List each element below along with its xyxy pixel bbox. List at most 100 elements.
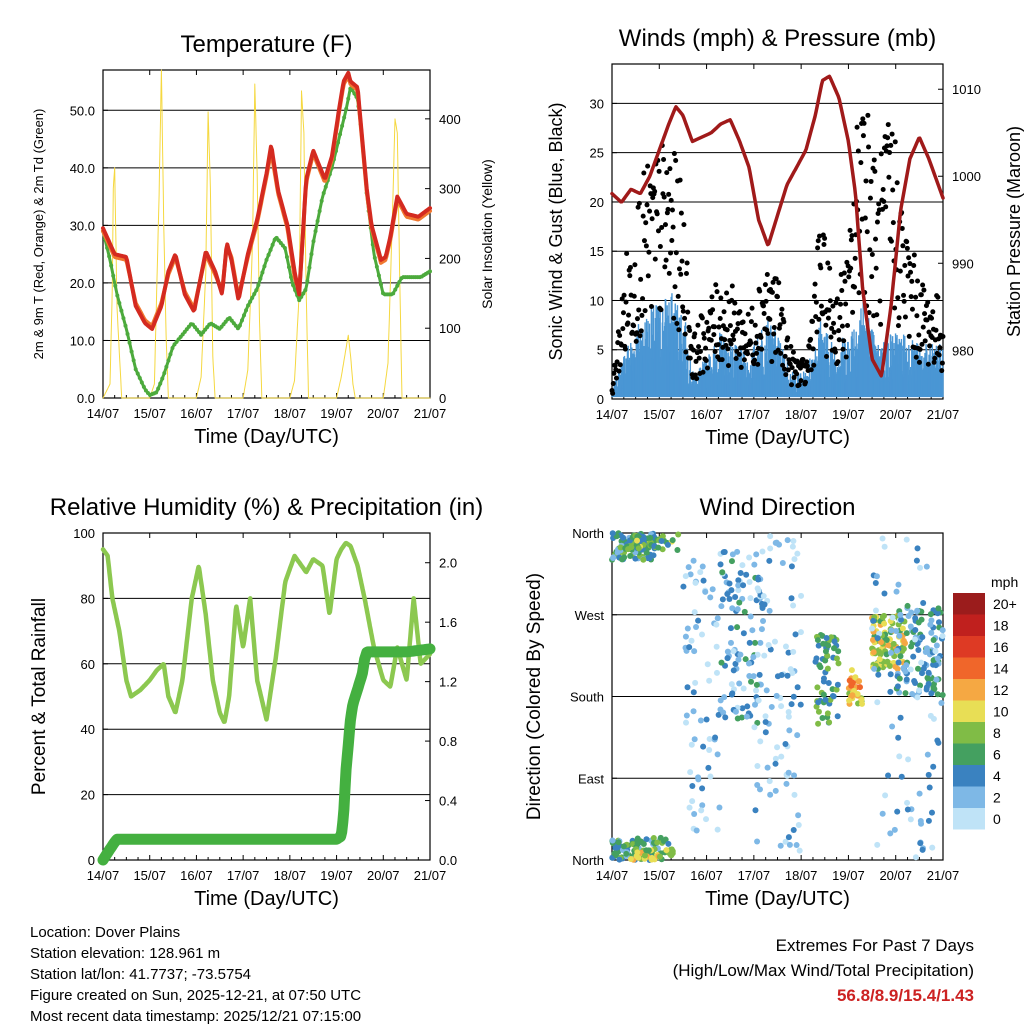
gust-point [617, 362, 623, 368]
direction-point [928, 629, 935, 636]
direction-point [923, 684, 930, 691]
dewpoint-point [289, 275, 294, 280]
direction-point [739, 705, 746, 712]
y2-tick-label: 0.0 [439, 853, 457, 868]
gust-point [750, 352, 756, 358]
direction-point [746, 579, 753, 586]
gust-point [731, 337, 737, 343]
gust-point [631, 323, 637, 329]
gust-point [625, 320, 631, 326]
figure-created: Figure created on Sun, 2025-12-21, at 07… [30, 987, 362, 1004]
direction-point [873, 573, 880, 580]
direction-point [899, 625, 906, 632]
gust-point [748, 319, 754, 325]
gust-point [842, 278, 848, 284]
dewpoint-point [139, 380, 144, 385]
extremes-title: Extremes For Past 7 Days [775, 936, 974, 955]
direction-point [740, 582, 747, 589]
y-tick-label: 20 [81, 788, 95, 803]
direction-point [814, 684, 821, 691]
dewpoint-point [395, 283, 400, 288]
direction-point [898, 616, 905, 623]
gust-point [666, 191, 672, 197]
dewpoint-point [158, 381, 163, 386]
direction-point [935, 605, 942, 612]
dewpoint-point [239, 318, 244, 323]
direction-point [703, 816, 710, 823]
direction-point [824, 710, 831, 717]
direction-point [767, 791, 774, 798]
gust-point [682, 331, 688, 337]
direction-point [690, 557, 697, 564]
direction-point [887, 830, 894, 837]
gust-point [920, 324, 926, 330]
direction-point [715, 711, 722, 718]
dewpoint-point [286, 265, 291, 270]
y2-axis-label: Station Pressure (Maroon) [1004, 126, 1024, 337]
gust-point [904, 245, 910, 251]
direction-point [785, 649, 792, 656]
gust-point [685, 309, 691, 315]
direction-point [831, 638, 838, 645]
direction-point [707, 594, 714, 601]
direction-point [887, 688, 894, 695]
direction-point [682, 573, 689, 580]
gust-point [939, 360, 945, 366]
gust-point [810, 346, 816, 352]
gust-point [615, 329, 621, 335]
gust-point [897, 268, 903, 274]
gust-point [892, 139, 898, 145]
gust-point [675, 293, 681, 299]
gust-point [827, 298, 833, 304]
dewpoint-point [378, 282, 383, 287]
gust-point [765, 330, 771, 336]
dewpoint-point [340, 123, 345, 128]
dewpoint-point [129, 349, 134, 354]
gust-point [717, 315, 723, 321]
gust-point [803, 379, 809, 385]
direction-point [767, 646, 774, 653]
gust-point [883, 204, 889, 210]
direction-point [777, 842, 784, 849]
legend-title: mph [991, 574, 1018, 590]
dewpoint-point [170, 346, 175, 351]
direction-point [824, 665, 831, 672]
direction-point [692, 679, 699, 686]
direction-point [786, 727, 793, 734]
dewpoint-point [109, 263, 114, 268]
y-tick-label: 60 [81, 657, 95, 672]
gust-point [936, 352, 942, 358]
gust-point [668, 250, 674, 256]
gust-point [678, 271, 684, 277]
gust-point [804, 359, 810, 365]
plot-frame [102, 532, 431, 861]
direction-point [820, 640, 827, 647]
dewpoint-point [248, 299, 253, 304]
direction-point [785, 713, 792, 720]
gust-point [833, 300, 839, 306]
direction-point [924, 751, 931, 758]
gust-point [646, 249, 652, 255]
gust-point [848, 237, 854, 243]
dewpoint-point [162, 371, 167, 376]
dewpoint-point [336, 140, 341, 145]
gust-point [872, 168, 878, 174]
dewpoint-point [160, 376, 165, 381]
station-latlon: Station lat/lon: 41.7737; -73.5754 [30, 966, 252, 983]
gust-point [637, 333, 643, 339]
dewpoint-point [262, 264, 267, 269]
direction-point [897, 714, 904, 721]
direction-point [730, 648, 737, 655]
direction-point [645, 847, 652, 854]
dewpoint-point [168, 352, 173, 357]
gust-point [762, 282, 768, 288]
gust-point [811, 293, 817, 299]
direction-point [785, 769, 792, 776]
direction-point [830, 645, 837, 652]
dewpoint-point [260, 270, 265, 275]
direction-point [737, 651, 744, 658]
direction-point [635, 854, 642, 861]
dewpoint-point [244, 308, 249, 313]
direction-point [739, 562, 746, 569]
direction-point [917, 682, 924, 689]
